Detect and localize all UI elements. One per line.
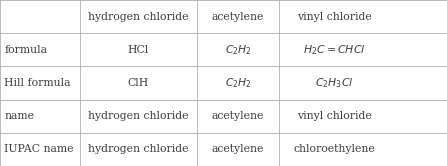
Text: vinyl chloride: vinyl chloride (297, 12, 371, 22)
Text: $C_2H_2$: $C_2H_2$ (224, 76, 252, 90)
Text: $C_2H_3Cl$: $C_2H_3Cl$ (315, 76, 354, 90)
Text: name: name (4, 111, 34, 121)
Text: HCl: HCl (127, 45, 149, 55)
Text: hydrogen chloride: hydrogen chloride (88, 144, 188, 154)
Text: acetylene: acetylene (212, 144, 264, 154)
Text: formula: formula (4, 45, 47, 55)
Text: chloroethylene: chloroethylene (293, 144, 375, 154)
Text: IUPAC name: IUPAC name (4, 144, 74, 154)
Text: ClH: ClH (127, 78, 149, 88)
Text: hydrogen chloride: hydrogen chloride (88, 12, 188, 22)
Text: acetylene: acetylene (212, 12, 264, 22)
Text: vinyl chloride: vinyl chloride (297, 111, 371, 121)
Text: hydrogen chloride: hydrogen chloride (88, 111, 188, 121)
Text: Hill formula: Hill formula (4, 78, 71, 88)
Text: acetylene: acetylene (212, 111, 264, 121)
Text: $H_2C{=}CHCl$: $H_2C{=}CHCl$ (303, 43, 366, 57)
Text: $C_2H_2$: $C_2H_2$ (224, 43, 252, 57)
